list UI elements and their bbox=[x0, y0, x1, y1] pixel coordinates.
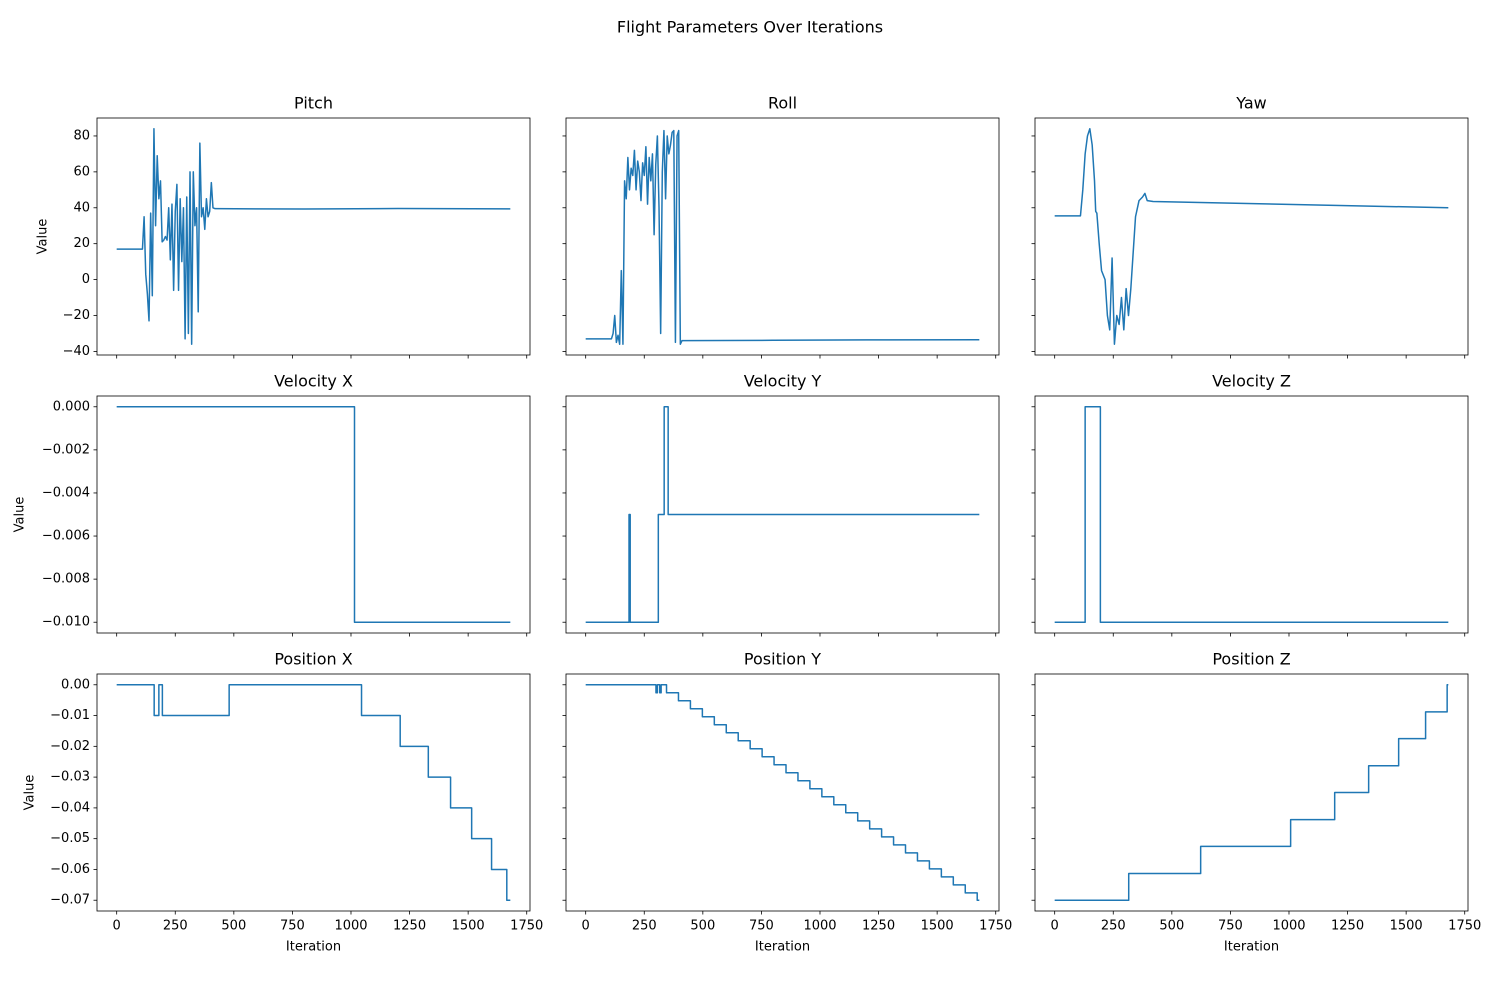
data-line bbox=[116, 684, 511, 901]
y-tick-label: −0.010 bbox=[42, 615, 90, 630]
x-tick-label: 1250 bbox=[393, 919, 426, 934]
data-line bbox=[585, 406, 980, 623]
y-tick-label: −0.04 bbox=[50, 800, 90, 815]
y-tick-label: −0.004 bbox=[42, 485, 90, 500]
y-tick-label: −0.02 bbox=[50, 739, 90, 754]
panel-title: Roll bbox=[768, 94, 797, 113]
y-tick-label: 60 bbox=[73, 164, 90, 179]
y-tick-label: 0.000 bbox=[53, 399, 90, 414]
y-tick-label: −40 bbox=[63, 344, 90, 359]
x-tick-label: 500 bbox=[1159, 919, 1184, 934]
x-tick-label: 750 bbox=[749, 919, 774, 934]
x-tick-label: 0 bbox=[1051, 919, 1059, 934]
panel-title: Velocity Y bbox=[744, 372, 822, 391]
y-tick-label: 40 bbox=[73, 200, 90, 215]
x-tick-label: 0 bbox=[113, 919, 121, 934]
x-tick-label: 0 bbox=[582, 919, 590, 934]
y-tick-label: 0 bbox=[82, 272, 90, 287]
x-tick-label: 1500 bbox=[1390, 919, 1423, 934]
data-line bbox=[585, 129, 980, 345]
axes-frame bbox=[565, 673, 1000, 912]
x-tick-label: 250 bbox=[1101, 919, 1126, 934]
x-tick-label: 1000 bbox=[1272, 919, 1305, 934]
x-tick-label: 250 bbox=[163, 919, 188, 934]
y-tick-label: −0.002 bbox=[42, 442, 90, 457]
data-line bbox=[1054, 128, 1449, 345]
panel-title: Yaw bbox=[1235, 94, 1266, 113]
figure-title: Flight Parameters Over Iterations bbox=[617, 18, 883, 37]
y-tick-label: −0.07 bbox=[50, 893, 90, 908]
x-tick-label: 1750 bbox=[979, 919, 1012, 934]
axes-frame bbox=[96, 395, 531, 634]
x-tick-label: 1500 bbox=[921, 919, 954, 934]
y-tick-label: 20 bbox=[73, 236, 90, 251]
x-axis-label: Iteration bbox=[1224, 940, 1279, 955]
axes-frame bbox=[96, 673, 531, 912]
axes-frame bbox=[96, 117, 531, 356]
axes-frame bbox=[1034, 673, 1469, 912]
x-axis-label: Iteration bbox=[286, 940, 341, 955]
panel-title: Pitch bbox=[294, 94, 333, 113]
x-tick-label: 1750 bbox=[510, 919, 543, 934]
y-axis-label: Value bbox=[36, 219, 51, 255]
data-line bbox=[1054, 684, 1449, 901]
y-tick-label: 0.00 bbox=[61, 677, 90, 692]
data-line bbox=[116, 128, 511, 345]
x-tick-label: 500 bbox=[690, 919, 715, 934]
x-tick-label: 1750 bbox=[1448, 919, 1481, 934]
y-tick-label: −20 bbox=[63, 308, 90, 323]
x-tick-label: 1000 bbox=[803, 919, 836, 934]
y-tick-label: −0.03 bbox=[50, 770, 90, 785]
y-tick-label: −0.008 bbox=[42, 572, 90, 587]
x-tick-label: 1250 bbox=[1331, 919, 1364, 934]
y-tick-label: −0.01 bbox=[50, 708, 90, 723]
data-line bbox=[116, 406, 511, 623]
panel-title: Position Z bbox=[1212, 650, 1290, 669]
x-tick-label: 1000 bbox=[334, 919, 367, 934]
x-tick-label: 250 bbox=[632, 919, 657, 934]
axes-frame bbox=[565, 395, 1000, 634]
y-tick-label: −0.06 bbox=[50, 862, 90, 877]
y-axis-label: Value bbox=[13, 497, 28, 533]
panel-title: Position X bbox=[274, 650, 352, 669]
data-line bbox=[1054, 406, 1449, 623]
x-tick-label: 750 bbox=[280, 919, 305, 934]
x-axis-label: Iteration bbox=[755, 940, 810, 955]
y-tick-label: 80 bbox=[73, 128, 90, 143]
panel-title: Velocity Z bbox=[1212, 372, 1291, 391]
y-axis-label: Value bbox=[23, 775, 38, 811]
x-tick-label: 750 bbox=[1218, 919, 1243, 934]
panel-title: Position Y bbox=[744, 650, 821, 669]
x-tick-label: 1500 bbox=[452, 919, 485, 934]
axes-frame bbox=[1034, 117, 1469, 356]
axes-frame bbox=[1034, 395, 1469, 634]
x-tick-label: 1250 bbox=[862, 919, 895, 934]
panel-title: Velocity X bbox=[274, 372, 353, 391]
y-tick-label: −0.006 bbox=[42, 529, 90, 544]
data-line bbox=[585, 684, 980, 901]
y-tick-label: −0.05 bbox=[50, 831, 90, 846]
axes-frame bbox=[565, 117, 1000, 356]
x-tick-label: 500 bbox=[221, 919, 246, 934]
